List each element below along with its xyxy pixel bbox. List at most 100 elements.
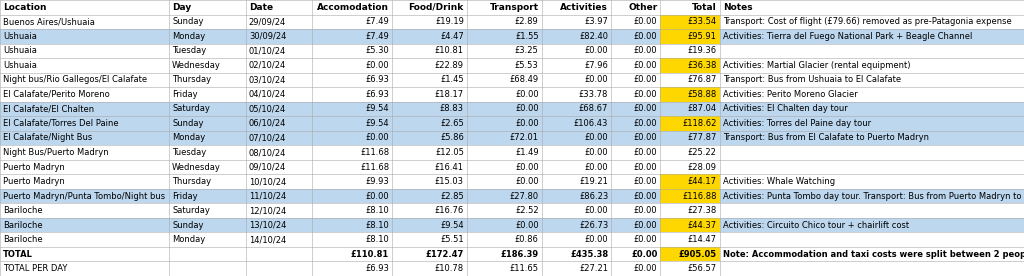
- Text: £7.49: £7.49: [366, 17, 389, 26]
- Text: £0.00: £0.00: [515, 221, 539, 230]
- Text: Friday: Friday: [172, 90, 198, 99]
- Bar: [660, 15, 720, 29]
- Text: Puerto Madryn: Puerto Madryn: [3, 177, 65, 186]
- Text: £27.21: £27.21: [580, 264, 608, 273]
- Text: £7.49: £7.49: [366, 32, 389, 41]
- Text: £77.87: £77.87: [687, 134, 717, 142]
- Text: £0.00: £0.00: [585, 206, 608, 215]
- Text: £9.54: £9.54: [366, 119, 389, 128]
- Text: Ushuaia: Ushuaia: [3, 46, 37, 55]
- Text: £44.17: £44.17: [688, 177, 717, 186]
- Text: £0.00: £0.00: [634, 221, 657, 230]
- Text: Activities: El Chalten day tour: Activities: El Chalten day tour: [723, 104, 848, 113]
- Text: £18.17: £18.17: [435, 90, 464, 99]
- Text: Note: Accommodation and taxi costs were split between 2 people: Note: Accommodation and taxi costs were …: [723, 250, 1024, 259]
- Text: £11.68: £11.68: [360, 148, 389, 157]
- Text: Activities: Whale Watching: Activities: Whale Watching: [723, 177, 835, 186]
- Text: Other: Other: [628, 3, 657, 12]
- Text: Transport: Bus from Ushuaia to El Calafate: Transport: Bus from Ushuaia to El Calafa…: [723, 75, 901, 84]
- Text: £110.81: £110.81: [351, 250, 389, 259]
- Text: £4.47: £4.47: [440, 32, 464, 41]
- Text: £0.00: £0.00: [515, 104, 539, 113]
- Text: Monday: Monday: [172, 32, 205, 41]
- Text: Accomodation: Accomodation: [317, 3, 389, 12]
- Text: Puerto Madryn: Puerto Madryn: [3, 163, 65, 172]
- Text: £33.78: £33.78: [579, 90, 608, 99]
- Text: El Calafate/Torres Del Paine: El Calafate/Torres Del Paine: [3, 119, 119, 128]
- Text: £11.65: £11.65: [510, 264, 539, 273]
- Text: Date: Date: [249, 3, 273, 12]
- Text: Sunday: Sunday: [172, 17, 204, 26]
- Bar: [660, 218, 720, 232]
- Text: £9.54: £9.54: [366, 104, 389, 113]
- Text: £87.04: £87.04: [688, 104, 717, 113]
- Text: £8.10: £8.10: [366, 221, 389, 230]
- Text: £0.00: £0.00: [634, 104, 657, 113]
- Text: Saturday: Saturday: [172, 104, 210, 113]
- Bar: [660, 58, 720, 73]
- Text: £0.00: £0.00: [634, 163, 657, 172]
- Text: El Calafate/El Chalten: El Calafate/El Chalten: [3, 104, 94, 113]
- Text: £16.41: £16.41: [435, 163, 464, 172]
- Text: Total: Total: [692, 3, 717, 12]
- Text: £8.83: £8.83: [440, 104, 464, 113]
- Text: £905.05: £905.05: [679, 250, 717, 259]
- Text: Wednesday: Wednesday: [172, 163, 221, 172]
- Bar: [660, 174, 720, 189]
- Text: Buenos Aires/Ushuaia: Buenos Aires/Ushuaia: [3, 17, 95, 26]
- Text: £0.00: £0.00: [585, 235, 608, 244]
- Text: £14.47: £14.47: [688, 235, 717, 244]
- Text: £0.00: £0.00: [631, 250, 657, 259]
- Text: Tuesday: Tuesday: [172, 46, 206, 55]
- Bar: [0, 131, 1024, 145]
- Text: £0.00: £0.00: [634, 17, 657, 26]
- Text: Activities: Circuito Chico tour + chairlift cost: Activities: Circuito Chico tour + chairl…: [723, 221, 909, 230]
- Text: £28.09: £28.09: [688, 163, 717, 172]
- Text: £0.00: £0.00: [515, 177, 539, 186]
- Bar: [0, 29, 1024, 44]
- Text: £6.93: £6.93: [366, 264, 389, 273]
- Text: 11/10/24: 11/10/24: [249, 192, 286, 201]
- Bar: [0, 116, 1024, 131]
- Text: £36.38: £36.38: [687, 61, 717, 70]
- Text: £116.88: £116.88: [682, 192, 717, 201]
- Text: Night bus/Rio Gallegos/El Calafate: Night bus/Rio Gallegos/El Calafate: [3, 75, 147, 84]
- Text: £5.30: £5.30: [366, 46, 389, 55]
- Text: £72.01: £72.01: [510, 134, 539, 142]
- Text: 10/10/24: 10/10/24: [249, 177, 286, 186]
- Text: £0.00: £0.00: [634, 235, 657, 244]
- Text: Tuesday: Tuesday: [172, 148, 206, 157]
- Text: £6.93: £6.93: [366, 90, 389, 99]
- Text: £22.89: £22.89: [435, 61, 464, 70]
- Text: £0.00: £0.00: [634, 119, 657, 128]
- Text: El Calafate/Night Bus: El Calafate/Night Bus: [3, 134, 92, 142]
- Text: £0.00: £0.00: [634, 90, 657, 99]
- Text: Sunday: Sunday: [172, 119, 204, 128]
- Text: TOTAL PER DAY: TOTAL PER DAY: [3, 264, 68, 273]
- Text: £56.57: £56.57: [688, 264, 717, 273]
- Text: £5.86: £5.86: [440, 134, 464, 142]
- Text: Notes: Notes: [723, 3, 753, 12]
- Text: £0.00: £0.00: [515, 119, 539, 128]
- Text: £0.00: £0.00: [634, 264, 657, 273]
- Text: £0.00: £0.00: [585, 163, 608, 172]
- Text: £33.54: £33.54: [688, 17, 717, 26]
- Text: Activities: Tierra del Fuego National Park + Beagle Channel: Activities: Tierra del Fuego National Pa…: [723, 32, 973, 41]
- Text: Wednesday: Wednesday: [172, 61, 221, 70]
- Text: Sunday: Sunday: [172, 221, 204, 230]
- Text: 06/10/24: 06/10/24: [249, 119, 286, 128]
- Text: Friday: Friday: [172, 192, 198, 201]
- Text: Bariloche: Bariloche: [3, 235, 43, 244]
- Text: £68.67: £68.67: [579, 104, 608, 113]
- Text: 07/10/24: 07/10/24: [249, 134, 286, 142]
- Text: £0.00: £0.00: [585, 75, 608, 84]
- Text: £86.23: £86.23: [579, 192, 608, 201]
- Text: £3.97: £3.97: [585, 17, 608, 26]
- Bar: [660, 87, 720, 102]
- Text: 04/10/24: 04/10/24: [249, 90, 286, 99]
- Text: Puerto Madryn/Punta Tombo/Night bus: Puerto Madryn/Punta Tombo/Night bus: [3, 192, 165, 201]
- Text: Saturday: Saturday: [172, 206, 210, 215]
- Text: £2.65: £2.65: [440, 119, 464, 128]
- Text: Activities: Punta Tombo day tour. Transport: Bus from Puerto Madryn to Bariloche: Activities: Punta Tombo day tour. Transp…: [723, 192, 1024, 201]
- Text: £0.00: £0.00: [366, 61, 389, 70]
